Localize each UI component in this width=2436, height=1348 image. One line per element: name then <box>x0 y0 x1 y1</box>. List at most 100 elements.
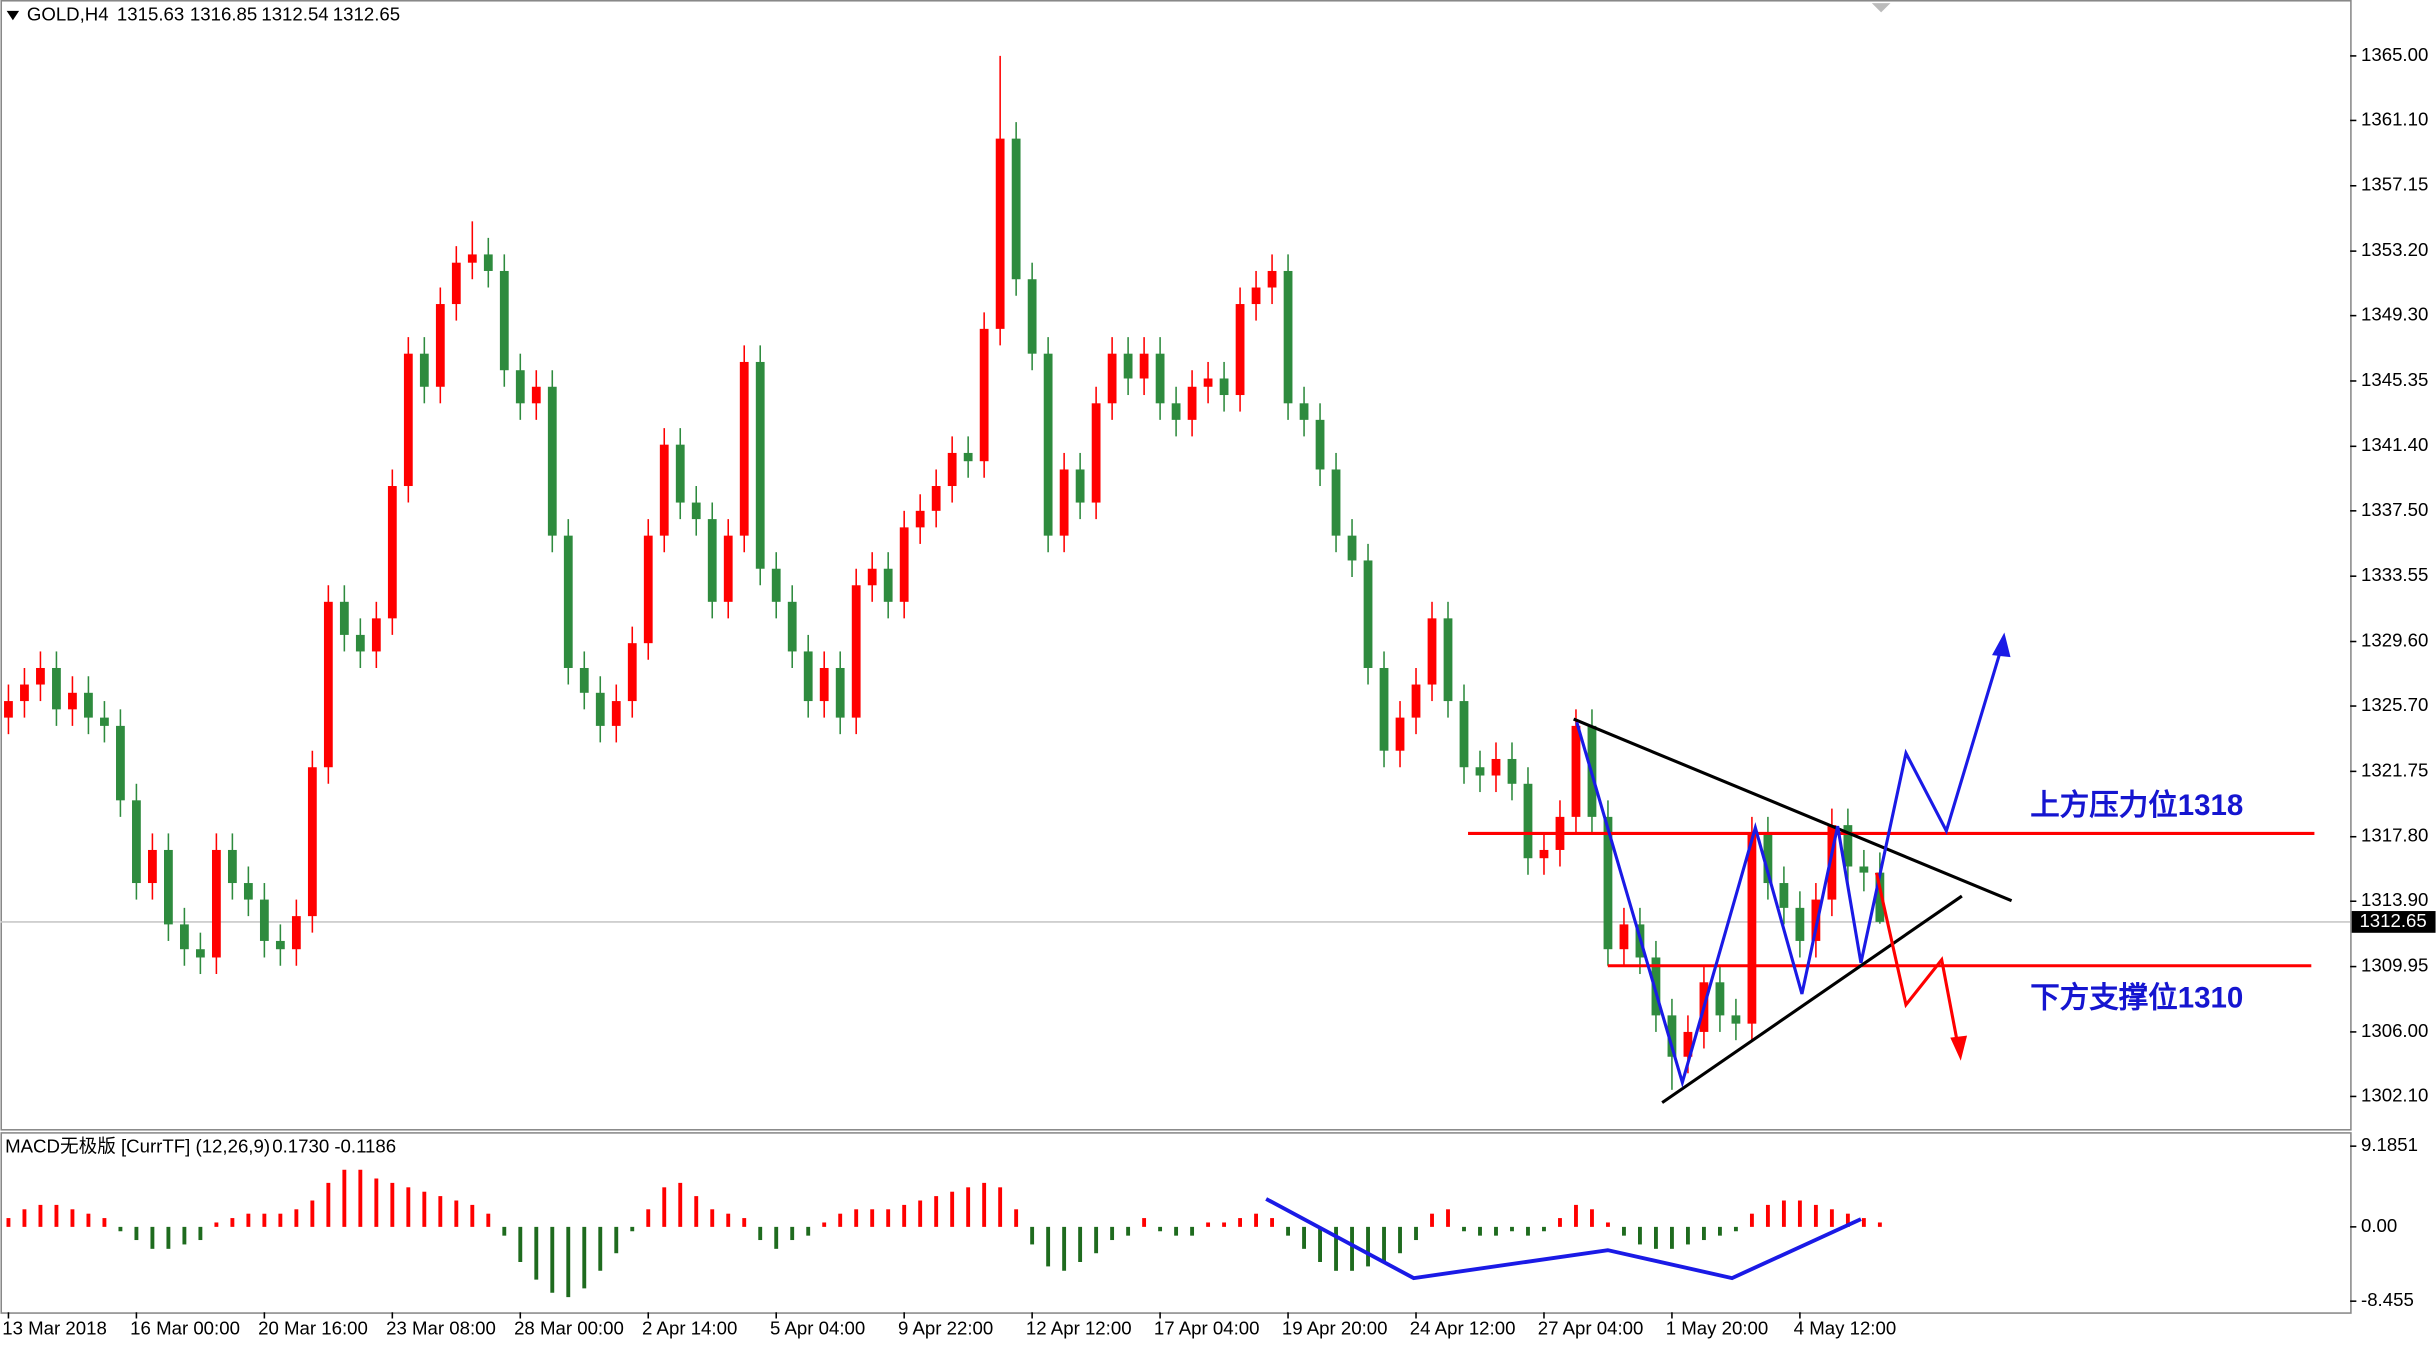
candle-body <box>100 717 109 726</box>
candle-body <box>1667 1015 1677 1057</box>
candle-body <box>1299 403 1309 420</box>
macd-divergence <box>1265 1197 1862 1281</box>
candle-body <box>387 486 397 619</box>
x-tick-label: 2 Apr 14:00 <box>642 1317 737 1338</box>
candle-body <box>1603 816 1613 950</box>
y-tick-label: 1329.60 <box>2361 629 2428 650</box>
candle-body <box>739 361 749 536</box>
candle-body <box>723 535 733 602</box>
candle-body <box>419 353 429 387</box>
x-tick-label: 20 Mar 16:00 <box>258 1317 368 1338</box>
candle-body <box>371 618 381 652</box>
candle-body <box>1859 866 1869 873</box>
y-tick-label: 1309.95 <box>2361 955 2428 976</box>
shift-marker <box>1871 3 1891 13</box>
candle-body <box>627 643 637 702</box>
candle-body <box>1411 684 1421 718</box>
y-tick-label: 0.00 <box>2361 1215 2397 1236</box>
candle-body <box>1731 1015 1741 1024</box>
candle-body <box>211 849 221 958</box>
candle-body <box>579 667 589 693</box>
triangle-upper <box>1573 717 2013 903</box>
candle-body <box>1811 899 1821 941</box>
candle-body <box>355 634 365 652</box>
candle-body <box>339 601 349 635</box>
candle-body <box>195 949 205 958</box>
candle-body <box>243 883 253 900</box>
macd-value: 0.1730 <box>272 1136 329 1157</box>
candle-body <box>867 568 877 586</box>
candle-body <box>819 667 829 702</box>
x-tick-label: 27 Apr 04:00 <box>1538 1317 1644 1338</box>
candle-body <box>403 353 413 487</box>
candle-body <box>148 849 157 884</box>
x-tick-label: 13 Mar 2018 <box>2 1317 107 1338</box>
candle-body <box>1235 304 1245 396</box>
y-tick-label: -8.455 <box>2361 1289 2414 1310</box>
candle-body <box>1091 403 1101 503</box>
candle-body <box>1059 469 1069 536</box>
candle-body <box>84 692 93 718</box>
candle-body <box>883 568 893 602</box>
macd-signal: -0.1186 <box>334 1136 396 1157</box>
candle-body <box>979 328 989 462</box>
candle-body <box>291 916 301 950</box>
candle-body <box>1155 353 1165 404</box>
candle-body <box>307 767 317 917</box>
y-tick-label: 1302.10 <box>2361 1084 2428 1105</box>
candle-body <box>20 684 29 702</box>
current-price-label: 1312.65 <box>2359 910 2426 931</box>
x-tick-label: 17 Apr 04:00 <box>1154 1317 1260 1338</box>
candle-body <box>547 386 557 536</box>
candle-body <box>563 535 573 668</box>
macd-frame <box>0 1132 2352 1314</box>
candle-body <box>116 725 125 801</box>
candle-body <box>1395 717 1405 751</box>
ohlc-high: 1316.85 <box>190 3 257 24</box>
x-tick-label: 9 Apr 22:00 <box>898 1317 993 1338</box>
candle-body <box>963 452 973 462</box>
y-tick-label: 1341.40 <box>2361 434 2428 455</box>
candle-body <box>755 361 765 569</box>
bull-path <box>1575 639 2006 1089</box>
candle-body <box>323 601 333 768</box>
x-tick-label: 16 Mar 00:00 <box>130 1317 240 1338</box>
candle-body <box>1379 667 1389 751</box>
ohlc-low: 1312.54 <box>261 3 328 24</box>
candle-body <box>915 510 925 528</box>
y-tick-label: 1361.10 <box>2361 108 2428 129</box>
candle-body <box>1187 386 1197 420</box>
candle-body <box>1827 825 1837 900</box>
y-tick-label: 1325.70 <box>2361 694 2428 715</box>
candle-body <box>435 304 445 387</box>
candle-body <box>675 444 685 503</box>
candle-body <box>1075 469 1085 503</box>
candle-body <box>1251 287 1261 305</box>
x-tick-label: 23 Mar 08:00 <box>386 1317 496 1338</box>
candle-body <box>259 899 269 941</box>
menu-icon[interactable] <box>6 10 20 21</box>
ohlc-open: 1315.63 <box>117 3 184 24</box>
candle-body <box>1171 403 1181 420</box>
candle-body <box>995 138 1005 329</box>
x-tick-label: 1 May 20:00 <box>1666 1317 1769 1338</box>
candle-body <box>1267 270 1277 288</box>
candle-body <box>451 262 461 305</box>
candle-body <box>531 386 541 404</box>
candle-body <box>1347 535 1357 561</box>
candle-body <box>1779 883 1789 908</box>
y-tick-label: 1365.00 <box>2361 44 2428 65</box>
candle-body <box>1219 378 1229 396</box>
level-annotation: 上方压力位1318 <box>2030 788 2243 822</box>
ohlc-close: 1312.65 <box>333 3 400 24</box>
candle-body <box>1763 833 1773 884</box>
candle-body <box>1027 279 1037 354</box>
candle-body <box>515 370 525 404</box>
candle-body <box>1123 353 1133 379</box>
macd-title: MACD无极版 [CurrTF] (12,26,9) <box>5 1136 270 1157</box>
candle-body <box>1523 783 1533 859</box>
candle-body <box>1331 469 1341 536</box>
